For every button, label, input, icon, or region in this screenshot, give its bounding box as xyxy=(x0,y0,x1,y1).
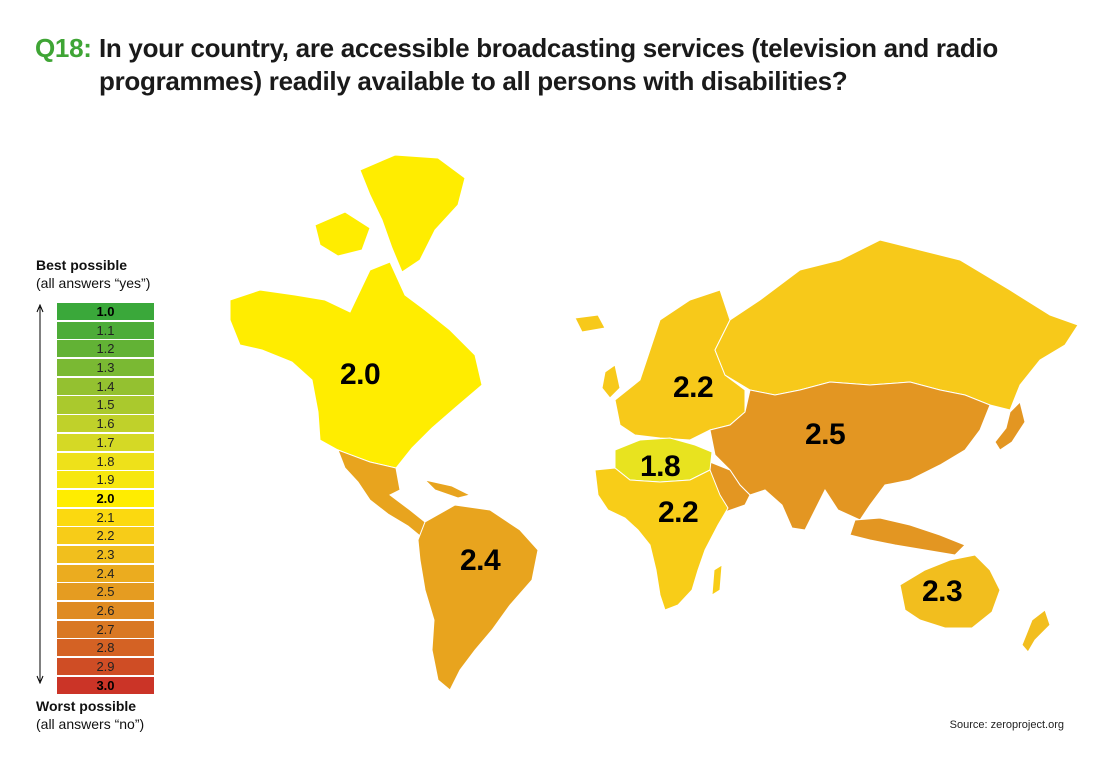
legend-best-heading: Best possible xyxy=(36,257,128,273)
question-number: Q18: xyxy=(35,33,92,63)
scale-swatch: 2.8 xyxy=(57,639,154,657)
region-shape-north-america xyxy=(229,261,483,469)
legend-best-label: Best possible (all answers “yes”) xyxy=(36,256,150,292)
scale-swatch: 1.0 xyxy=(57,303,154,321)
region-value-label: 2.0 xyxy=(340,358,381,391)
question-line-2: programmes) readily available to all per… xyxy=(99,66,848,96)
region-shape-iceland xyxy=(574,314,606,333)
region-value-label: 2.4 xyxy=(460,544,501,577)
question-line-1: In your country, are accessible broadcas… xyxy=(99,33,998,63)
scale-swatch: 3.0 xyxy=(57,676,154,694)
scale-swatch: 1.2 xyxy=(57,340,154,358)
source-note: Source: zeroproject.org xyxy=(949,719,1064,731)
region-value-label: 2.2 xyxy=(673,371,714,404)
scale-swatch: 2.4 xyxy=(57,564,154,582)
chart-title: Q18: In your country, are accessible bro… xyxy=(35,32,1075,98)
scale-swatch: 2.5 xyxy=(57,583,154,601)
scale-swatch: 1.7 xyxy=(57,433,154,451)
scale-arrow-icon xyxy=(36,304,44,684)
region-shape-uk xyxy=(601,364,621,399)
scale-swatch: 1.1 xyxy=(57,321,154,339)
scale-swatch: 1.5 xyxy=(57,396,154,414)
region-shape-south-america xyxy=(417,504,539,691)
legend-worst-sub: (all answers “no”) xyxy=(36,716,145,732)
region-value-label: 2.3 xyxy=(922,575,963,608)
region-shape-madagascar xyxy=(711,564,723,596)
world-map xyxy=(229,154,1079,691)
scale-swatch: 1.3 xyxy=(57,359,154,377)
region-shape-japan xyxy=(994,401,1026,451)
region-shape-se-asia-islands xyxy=(849,517,966,556)
region-shape-greenland xyxy=(359,154,466,273)
legend-best-sub: (all answers “yes”) xyxy=(36,275,151,291)
scale-swatch: 1.8 xyxy=(57,452,154,470)
scale-swatch: 2.7 xyxy=(57,620,154,638)
region-shape-caribbean xyxy=(423,479,472,499)
scale-swatch: 2.1 xyxy=(57,508,154,526)
region-value-label: 1.8 xyxy=(640,450,681,483)
question-text: In your country, are accessible broadcas… xyxy=(99,32,998,98)
scale-swatch: 2.0 xyxy=(57,489,154,507)
scale-swatch: 1.6 xyxy=(57,415,154,433)
region-shape-sub-saharan-africa xyxy=(594,467,729,611)
region-value-label: 2.2 xyxy=(658,496,699,529)
scale-swatch: 1.9 xyxy=(57,471,154,489)
region-value-label: 2.5 xyxy=(805,418,846,451)
region-shape-asia xyxy=(709,381,991,531)
scale-swatch: 2.2 xyxy=(57,527,154,545)
legend-worst-label: Worst possible (all answers “no”) xyxy=(36,697,144,733)
scale-swatch: 2.6 xyxy=(57,602,154,620)
legend-worst-heading: Worst possible xyxy=(36,698,137,714)
region-shape-europe xyxy=(614,289,746,441)
region-shape-new-zealand xyxy=(1021,609,1051,653)
region-shape-australia xyxy=(899,554,1001,629)
color-scale: 1.0 1.1 1.2 1.3 1.4 1.5 1.6 1.7 1.8 1.9 2.0 2.1 2.2 2… xyxy=(57,303,154,695)
scale-swatch: 2.3 xyxy=(57,545,154,564)
scale-swatch: 1.4 xyxy=(57,377,154,395)
scale-swatch: 2.9 xyxy=(57,658,154,676)
region-shape-arctic-islands xyxy=(314,211,371,257)
